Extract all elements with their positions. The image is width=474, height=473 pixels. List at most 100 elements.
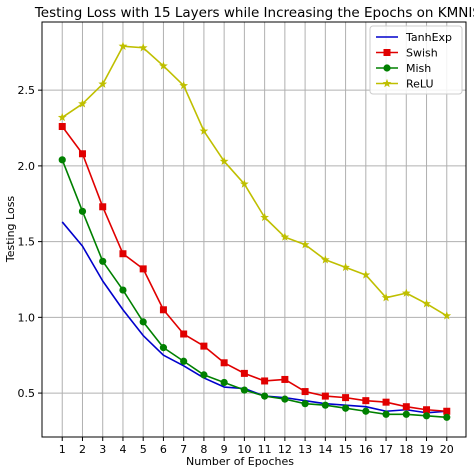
x-tick-label: 11 — [258, 443, 272, 456]
legend-label: Swish — [406, 47, 438, 60]
x-tick-label: 13 — [298, 443, 312, 456]
y-axis-label: Testing Loss — [4, 196, 17, 264]
relu-point — [381, 293, 391, 302]
swish-point — [78, 150, 86, 158]
y-tick-label: 2.0 — [18, 160, 36, 173]
x-tick-label: 16 — [359, 443, 373, 456]
legend-marker — [383, 64, 391, 72]
x-tick-label: 5 — [140, 443, 147, 456]
mish-point — [443, 413, 451, 421]
chart-title: Testing Loss with 15 Layers while Increa… — [34, 5, 474, 21]
swish-point — [362, 397, 370, 405]
legend-entry-tanhexp: TanhExp — [376, 31, 452, 44]
swish-point — [382, 398, 390, 406]
series-group — [57, 41, 452, 421]
swish-point — [180, 330, 188, 338]
mish-point — [78, 207, 87, 215]
swish-point — [443, 407, 451, 415]
relu-point — [138, 43, 148, 52]
x-tick-label: 14 — [318, 443, 332, 456]
x-tick-label: 15 — [339, 443, 353, 456]
relu-point — [442, 311, 452, 320]
x-tick-label: 18 — [399, 443, 413, 456]
relu-point — [361, 270, 371, 279]
swish-point — [261, 377, 269, 385]
relu-point — [320, 255, 330, 264]
legend-label: TanhExp — [405, 31, 452, 44]
legend-entry-relu: ReLU — [376, 78, 434, 91]
relu-point — [118, 41, 128, 50]
relu-point — [219, 156, 229, 166]
legend: TanhExp Swish Mish ReLU — [369, 25, 463, 95]
legend-entry-mish: Mish — [376, 62, 431, 75]
relu-point — [300, 240, 310, 249]
swish-point — [139, 265, 147, 273]
relu-point — [98, 79, 108, 88]
legend-marker — [382, 78, 392, 88]
swish-point — [342, 394, 350, 402]
mish-point — [200, 371, 208, 379]
swish-point — [240, 369, 248, 377]
mish-point — [119, 286, 127, 294]
swish-point — [402, 403, 410, 411]
relu-line — [61, 45, 448, 317]
legend-marker — [383, 49, 391, 56]
axes: 1 2 3 4 5 6 7 8 9 10 11 12 13 14 15 16 17 18 19 200.51.01.5… — [18, 21, 467, 456]
swish-point — [200, 342, 208, 350]
x-tick-label: 17 — [379, 443, 393, 456]
series-mish — [58, 156, 451, 421]
swish-point — [119, 250, 127, 258]
swish-point — [159, 306, 167, 314]
relu-point — [199, 126, 209, 135]
x-tick-label: 1 — [59, 443, 66, 456]
relu-point — [57, 112, 67, 122]
mish-point — [362, 407, 370, 415]
y-tick-label: 1.5 — [18, 236, 36, 249]
x-tick-label: 6 — [160, 443, 167, 456]
relu-point — [240, 179, 249, 188]
series-relu — [57, 41, 452, 320]
relu-point — [260, 212, 269, 222]
mish-point — [99, 257, 107, 265]
legend-label: Mish — [406, 62, 431, 75]
mish-point — [301, 400, 309, 408]
swish-point — [99, 203, 107, 211]
swish-point — [301, 388, 309, 396]
x-tick-label: 12 — [278, 443, 292, 456]
plot-frame — [41, 21, 467, 438]
relu-point — [341, 262, 350, 272]
x-tick-label: 4 — [119, 443, 126, 456]
legend-entry-swish: Swish — [376, 47, 438, 60]
swish-point — [321, 392, 329, 400]
relu-point — [280, 232, 290, 241]
x-tick-label: 9 — [221, 443, 228, 456]
relu-point — [422, 299, 431, 308]
mish-point — [240, 386, 248, 394]
mish-point — [180, 357, 188, 365]
relu-point — [401, 288, 411, 297]
swish-point — [58, 123, 66, 131]
swish-line — [61, 126, 447, 413]
y-tick-label: 2.5 — [18, 84, 36, 97]
y-tick-label: 1.0 — [18, 311, 36, 324]
x-tick-label: 10 — [237, 443, 251, 456]
legend-box — [369, 25, 463, 95]
series-swish — [58, 123, 451, 415]
relu-point — [179, 81, 189, 90]
mish-point — [422, 412, 431, 420]
swish-point — [220, 359, 228, 367]
grid-lines — [42, 22, 466, 437]
mish-point — [402, 410, 410, 418]
mish-point — [58, 156, 66, 164]
mish-point — [382, 410, 390, 418]
mish-point — [321, 401, 329, 409]
mish-point — [220, 378, 228, 387]
swish-point — [281, 375, 289, 383]
y-tick-label: 0.5 — [18, 387, 36, 400]
legend-label: ReLU — [406, 78, 434, 91]
swish-point — [423, 406, 431, 414]
x-tick-label: 19 — [420, 443, 434, 456]
x-axis-label: Number of Epoches — [186, 455, 294, 468]
